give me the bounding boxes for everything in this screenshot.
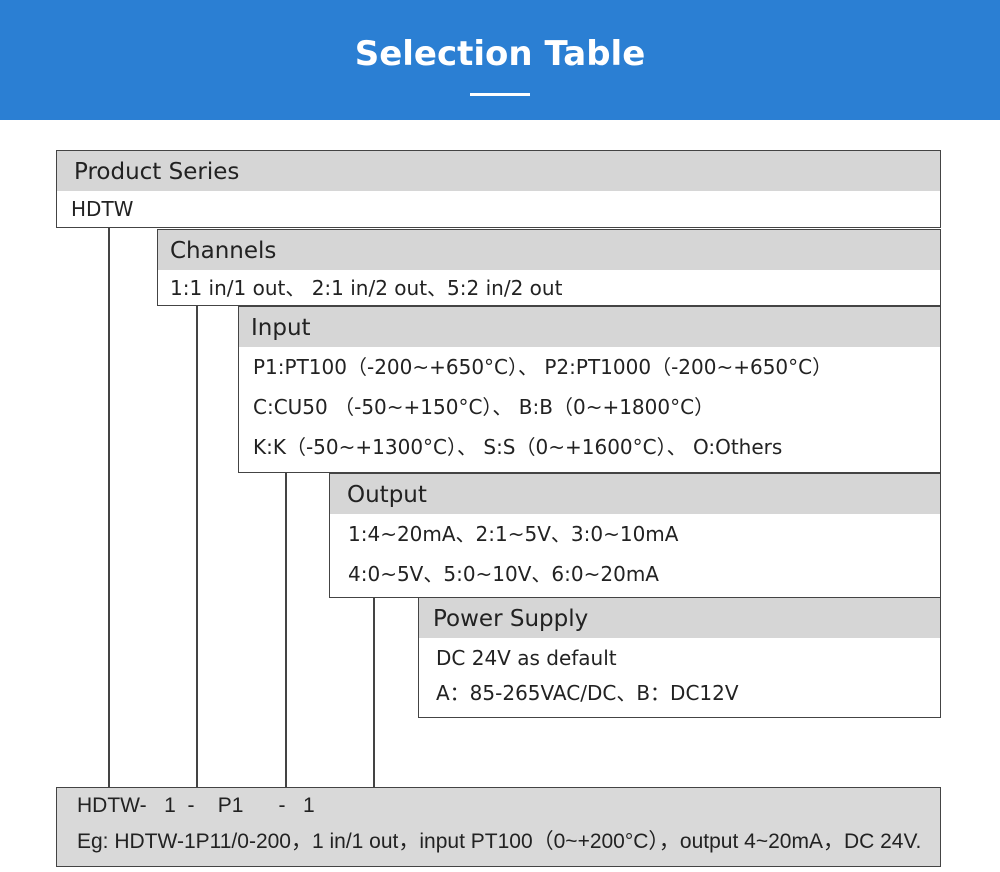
section-line: K:K（-50~+1300°C）、 S:S（0~+1600°C）、 O:Othe… bbox=[253, 435, 783, 459]
section-line: DC 24V as default bbox=[436, 646, 617, 670]
title-underline bbox=[470, 93, 530, 96]
section-title: Input bbox=[239, 307, 940, 347]
section-title: Channels bbox=[158, 230, 940, 270]
section-line: 4:0~5V、5:0~10V、6:0~20mA bbox=[348, 562, 659, 586]
section-line: P1:PT100（-200~+650°C）、 P2:PT1000（-200~+6… bbox=[253, 355, 833, 379]
example-description: Eg: HDTW-1P11/0-200，1 in/1 out，input PT1… bbox=[77, 830, 922, 853]
example-code: HDTW- 1 - P1 - 1 bbox=[77, 794, 315, 817]
section-title: Power Supply bbox=[419, 598, 940, 638]
connector-line bbox=[196, 305, 198, 787]
section-product-series: Product Series HDTW bbox=[56, 150, 941, 228]
example-box: HDTW- 1 - P1 - 1 Eg: HDTW-1P11/0-200，1 i… bbox=[56, 787, 941, 867]
connector-line bbox=[108, 227, 110, 787]
connector-line bbox=[285, 472, 287, 787]
section-line: HDTW bbox=[71, 197, 134, 221]
connector-line bbox=[373, 597, 375, 787]
section-output: Output 1:4~20mA、2:1~5V、3:0~10mA 4:0~5V、5… bbox=[329, 473, 941, 598]
section-line: C:CU50 （-50~+150°C）、 B:B（0~+1800°C） bbox=[253, 395, 715, 419]
section-power-supply: Power Supply DC 24V as default A：85-265V… bbox=[418, 597, 941, 718]
page-title: Selection Table bbox=[354, 34, 646, 74]
section-title: Output bbox=[330, 474, 940, 514]
section-input: Input P1:PT100（-200~+650°C）、 P2:PT1000（-… bbox=[238, 306, 941, 473]
title-banner: Selection Table bbox=[0, 0, 1000, 120]
section-channels: Channels 1:1 in/1 out、 2:1 in/2 out、5:2 … bbox=[157, 229, 941, 306]
section-line: A：85-265VAC/DC、B：DC12V bbox=[436, 681, 739, 705]
section-line: 1:4~20mA、2:1~5V、3:0~10mA bbox=[348, 522, 679, 546]
section-line: 1:1 in/1 out、 2:1 in/2 out、5:2 in/2 out bbox=[170, 276, 563, 300]
section-title: Product Series bbox=[57, 151, 940, 191]
